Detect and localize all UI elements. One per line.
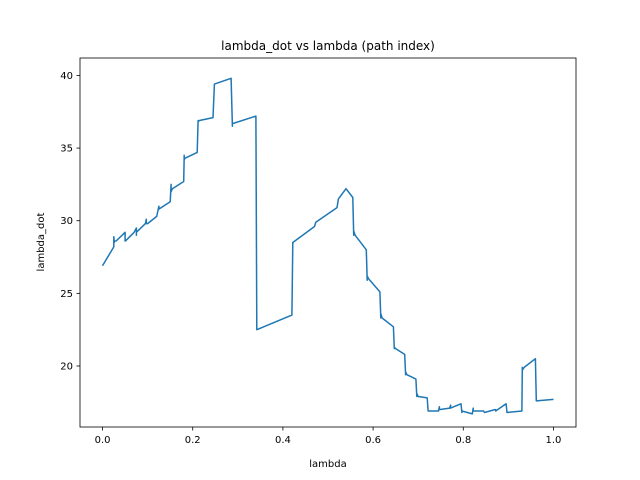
- chart-title: lambda_dot vs lambda (path index): [221, 39, 435, 53]
- plot-area: [101, 77, 554, 415]
- x-axis-label: lambda: [309, 459, 346, 470]
- y-axis: 20 25 30 35 40: [60, 71, 80, 372]
- x-axis: 0.0 0.2 0.4 0.6 0.8 1.0: [95, 427, 562, 446]
- y-tick-label: 40: [60, 71, 73, 82]
- x-tick-label: 0.8: [455, 435, 471, 446]
- series-line-0: [101, 77, 554, 415]
- x-tick-label: 0.4: [275, 435, 291, 446]
- axes-frame: [79, 57, 577, 428]
- x-tick-label: 0.2: [185, 435, 201, 446]
- x-tick-label: 0.6: [365, 435, 381, 446]
- y-tick-label: 20: [60, 361, 73, 372]
- x-tick-label: 1.0: [546, 435, 562, 446]
- x-tick-label: 0.0: [95, 435, 111, 446]
- y-tick-label: 25: [60, 289, 73, 300]
- y-tick-label: 30: [60, 216, 73, 227]
- y-tick-label: 35: [60, 144, 73, 155]
- y-axis-label: lambda_dot: [36, 212, 47, 271]
